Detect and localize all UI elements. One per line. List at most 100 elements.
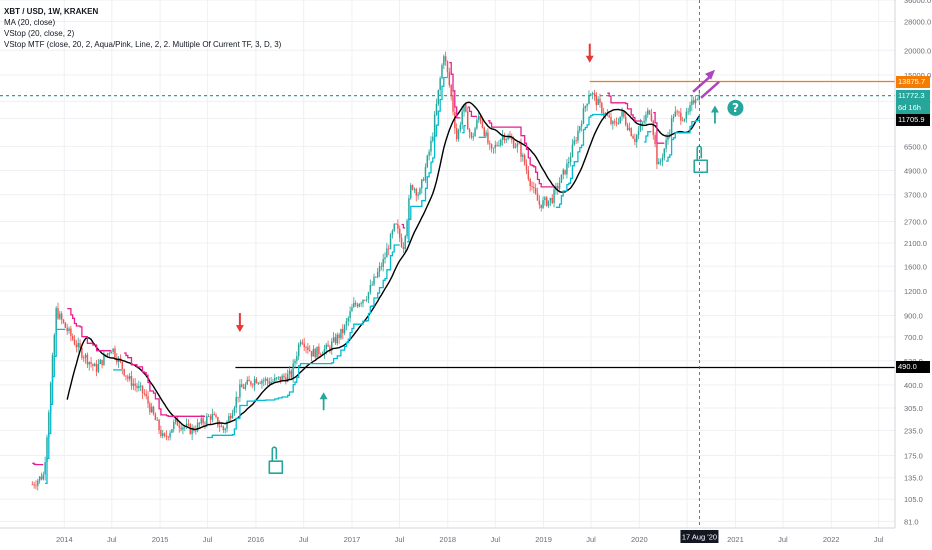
x-tick-label: 2016 [248,535,265,544]
candle-body [680,112,682,121]
candle-body [558,182,561,189]
x-tick-label: 2020 [631,535,648,544]
candle-body [437,89,440,104]
candle-body [599,98,601,103]
candle-body [316,346,318,358]
y-tick-label: 3700.0 [904,191,927,200]
x-tick-label: Jul [778,535,788,544]
legend-symbol[interactable]: XBT / USD, 1W, KRAKEN [4,7,99,16]
candle-body [443,56,445,66]
candle-body [92,364,94,367]
candle-body [156,419,158,421]
candle-body [294,360,296,364]
candle-body [373,276,375,285]
candle-body [569,157,572,163]
candle-body [229,415,232,419]
candle-body [332,337,335,342]
candle-body [608,115,610,118]
candle-body [393,223,395,231]
vstop-mtf-line [555,113,606,208]
candle-body [661,157,664,161]
candle-body [325,344,327,350]
candle-body [362,299,364,304]
candle-body [683,119,686,121]
candle-body [639,124,642,131]
candle-body [492,147,495,149]
candle-body [314,348,316,358]
candle-body [84,354,87,358]
candle-body [318,346,320,355]
x-tick-label: Jul [586,535,596,544]
candle-body [353,302,355,308]
candle-body [408,198,410,221]
y-tick-label: 1600.0 [904,262,927,271]
candle-body [522,154,524,157]
candle-body [94,364,96,367]
y-tick-label: 235.0 [904,426,923,435]
candle-body [51,355,54,384]
candle-body [136,385,138,388]
candle-body [398,228,401,238]
candle-body [602,112,605,115]
candle-body [191,427,193,434]
x-tick-label: Jul [107,535,117,544]
candle-body [301,342,304,344]
candle-body [82,357,85,359]
legend-vstop-mtf[interactable]: VStop MTF (close, 20, 2, Aqua/Pink, Line… [4,40,282,49]
candle-body [233,407,236,414]
candle-body [253,379,256,386]
arrow-up-icon [319,392,328,411]
candle-body [178,425,180,428]
candle-body [40,476,43,480]
y-tick-label: 700.0 [904,333,923,342]
candle-body [421,179,423,189]
candle-body [422,179,425,181]
candle-body [687,111,689,113]
grid-lines [0,0,895,528]
candle-body [667,136,669,140]
legend-vstop[interactable]: VStop (20, close, 2) [4,29,75,38]
y-tick-label: 1200.0 [904,287,927,296]
candle-body [670,118,673,134]
candle-body [643,120,645,123]
candle-body [215,415,217,418]
candle-body [678,111,680,113]
candle-body [33,484,35,486]
candle-body [593,93,596,95]
candle-body [169,432,171,438]
legend-ma[interactable]: MA (20, close) [4,18,56,27]
question-mark-icon: ? [727,99,744,116]
candle-body [228,415,230,422]
candle-body [424,167,427,181]
candle-body [669,133,671,137]
candle-body [130,376,133,386]
candle-body [70,328,72,337]
candle-body [540,204,542,209]
candle-body [128,376,131,379]
candle-body [406,220,408,237]
candle-body [154,414,157,420]
candle-body [564,169,566,175]
candle-body [694,99,697,104]
double-arrow-up-icon [692,69,720,99]
candle-body [110,351,113,354]
candle-body [184,426,186,428]
candle-body [617,123,620,124]
candle-body [511,138,513,140]
vstop-mtf-line [45,328,66,485]
candle-body [573,140,576,145]
candle-body [490,144,493,149]
candle-body [237,396,239,398]
crosshair-date-label: 17 Aug '20 [682,533,717,542]
x-axis[interactable]: 2014 Jul 2015 Jul 2016 Jul 2017 Jul 2018 Jul 2019 J… [0,527,895,544]
candle-body [582,108,585,124]
y-tick-label: 2700.0 [904,218,927,227]
candle-body [268,381,271,384]
svg-text:?: ? [732,101,739,115]
candle-body [681,120,684,122]
candle-body [290,370,293,378]
candle-body [90,362,92,365]
candle-body [211,414,214,420]
candle-body [218,425,221,427]
